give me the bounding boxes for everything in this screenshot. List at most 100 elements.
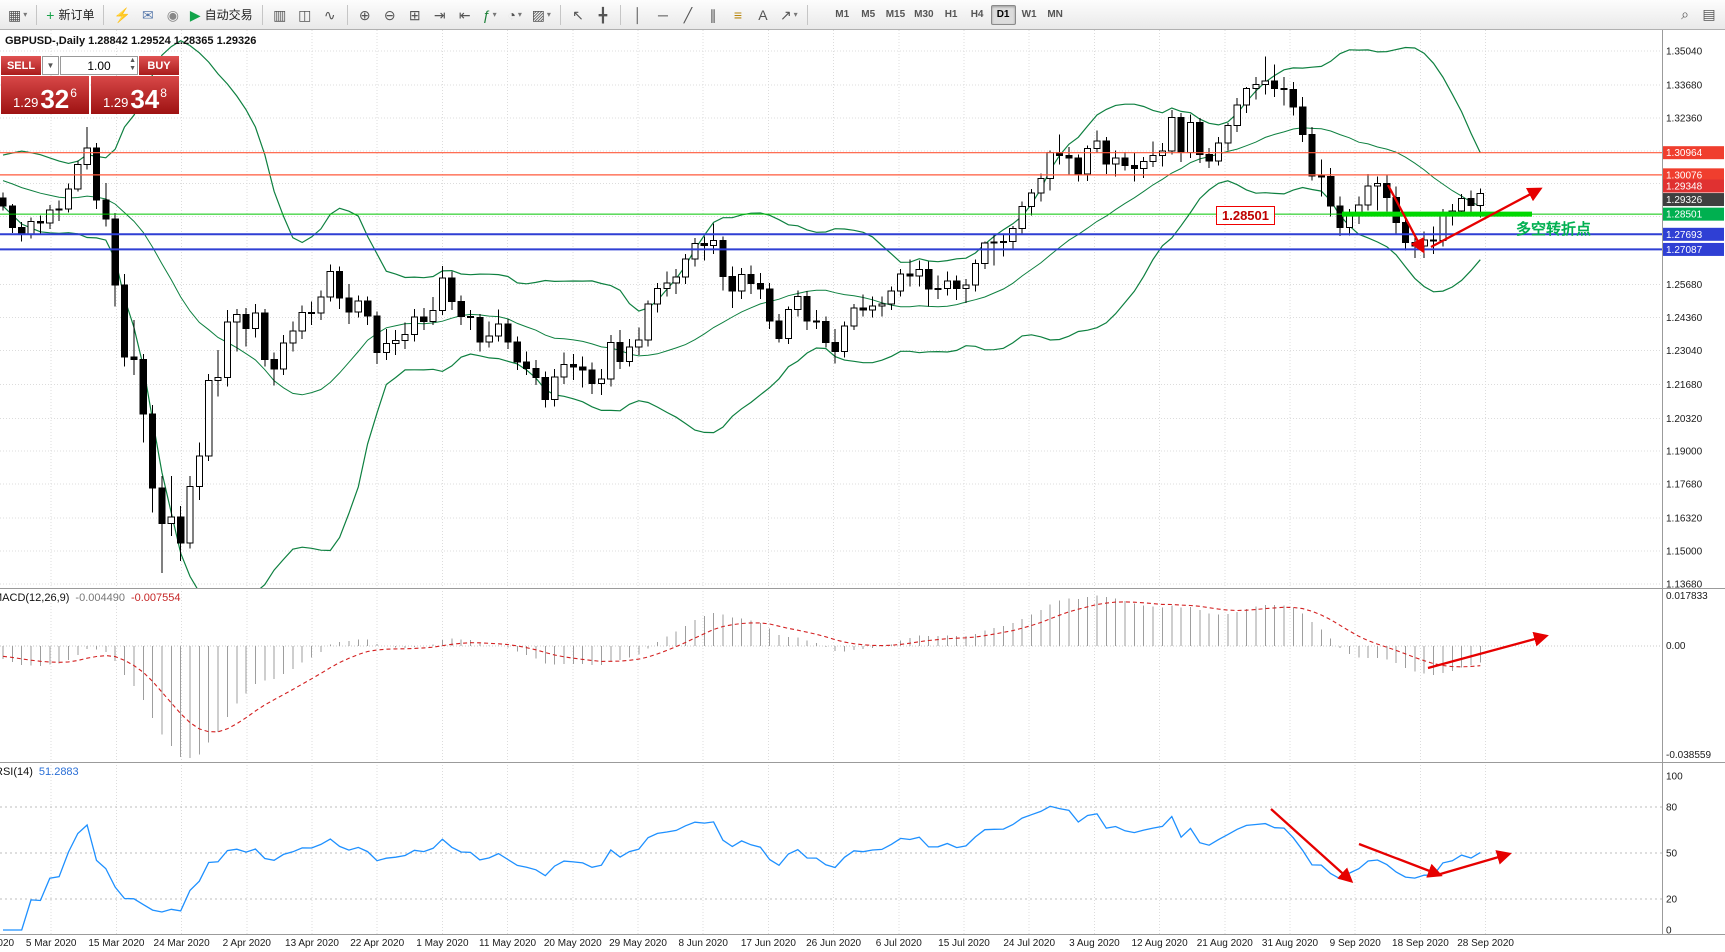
candlestick-chart-icon: ◫	[298, 6, 312, 23]
trendline-icon[interactable]: ╱	[676, 3, 700, 27]
candle	[850, 307, 858, 327]
tf-m5[interactable]: M5	[856, 5, 881, 25]
new-order-button[interactable]: + 新订单	[42, 3, 98, 27]
trend-arrow[interactable]	[1436, 850, 1512, 877]
auto-scroll-icon[interactable]: ⇥	[428, 3, 452, 27]
turning-point-note[interactable]: 多空转折点	[1516, 221, 1592, 238]
search-icon[interactable]: ⌕	[1681, 6, 1689, 22]
ask-price-big: 34	[130, 84, 160, 114]
lot-decrease-button[interactable]: ▼	[129, 65, 136, 72]
candle	[410, 316, 418, 336]
lot-increase-button[interactable]: ▲	[129, 57, 136, 64]
trend-arrow[interactable]	[1358, 842, 1443, 878]
tf-w1-label: W1	[1021, 9, 1037, 20]
candle	[607, 341, 615, 380]
bid-price-big: 32	[40, 84, 70, 114]
tf-m1[interactable]: M1	[830, 5, 855, 25]
tf-mn[interactable]: MN	[1043, 5, 1068, 25]
rsi-panel[interactable]	[0, 805, 1662, 931]
candle	[766, 288, 774, 322]
macd-signal-line	[2, 601, 1481, 733]
tf-w1[interactable]: W1	[1017, 5, 1042, 25]
date-label: 12 Aug 2020	[1132, 938, 1189, 949]
crosshair-icon[interactable]: ╋	[591, 3, 615, 27]
line-chart-icon: ∿	[323, 6, 336, 23]
tf-m15[interactable]: M15	[882, 5, 909, 25]
text-tool-icon[interactable]: A	[751, 3, 775, 27]
candle	[1327, 175, 1335, 207]
caret-down-icon: ▾	[517, 10, 522, 19]
tile-windows-icon[interactable]: ⊞	[403, 3, 427, 27]
cursor-icon[interactable]: ↖	[566, 3, 590, 27]
candle	[915, 269, 923, 277]
sounds-icon[interactable]: ⚡	[109, 3, 134, 27]
candle	[1177, 116, 1185, 154]
candle	[1392, 197, 1400, 223]
vertical-line-icon[interactable]: │	[626, 3, 650, 27]
candle	[1467, 197, 1475, 207]
zoom-in-icon[interactable]: ⊕	[353, 3, 377, 27]
bid-price-prefix: 1.29	[13, 95, 39, 110]
trend-arrow[interactable]	[1427, 631, 1549, 670]
price-tag: 1.30964	[1663, 146, 1724, 160]
lot-size-input[interactable]	[61, 58, 137, 73]
candle	[373, 315, 381, 354]
tf-h1[interactable]: H1	[939, 5, 964, 25]
candle	[307, 312, 316, 315]
buy-price-button[interactable]: 1.29 34 8	[91, 76, 179, 114]
bar-chart-icon[interactable]: ▥	[268, 3, 292, 27]
toolbox-icon[interactable]: ▤	[1702, 6, 1716, 22]
tf-m5-label: M5	[861, 9, 876, 20]
candle	[906, 273, 914, 277]
date-label: 15 Mar 2020	[88, 938, 145, 949]
trend-arrow[interactable]	[1430, 187, 1543, 249]
auto-scroll-icon: ⇥	[433, 6, 446, 23]
sell-button[interactable]: SELL	[1, 56, 41, 75]
candlestick-chart-icon[interactable]: ◫	[293, 3, 317, 27]
chart-shift-icon[interactable]: ⇤	[453, 3, 477, 27]
candle	[139, 358, 147, 415]
trend-arrow[interactable]	[1270, 808, 1354, 884]
price-level-label[interactable]: 1.28501	[1216, 206, 1275, 225]
candle	[1074, 157, 1082, 175]
main-price-panel[interactable]	[0, 40, 1662, 602]
periods-icon: ◔	[507, 6, 516, 23]
horizontal-line-icon[interactable]: ─	[651, 3, 675, 27]
order-type-dropdown[interactable]: ▼	[42, 56, 59, 75]
candle	[1112, 157, 1120, 165]
macd-panel[interactable]	[0, 595, 1662, 758]
autotrading-button[interactable]: ▶ 自动交易	[186, 3, 257, 27]
rsi-value: 51.2883	[39, 766, 79, 778]
mailbox-icon[interactable]: ✉	[136, 3, 160, 27]
candle	[747, 273, 755, 284]
buy-button[interactable]: BUY	[139, 56, 179, 75]
candle	[74, 163, 82, 190]
channel-icon[interactable]: ∥	[701, 3, 725, 27]
sell-price-button[interactable]: 1.29 32 6	[1, 76, 89, 114]
indicators-icon[interactable]: ƒ ▾	[478, 3, 502, 27]
trend-arrow[interactable]	[1386, 184, 1425, 254]
templates-icon[interactable]: ▨ ▾	[528, 3, 555, 27]
new-chart-button[interactable]: ▦ ▾	[4, 3, 31, 27]
community-icon[interactable]: ◉	[161, 3, 185, 27]
periods-icon[interactable]: ◔ ▾	[503, 3, 527, 27]
candle	[345, 297, 353, 313]
line-chart-icon[interactable]: ∿	[318, 3, 342, 27]
chevron-down-icon: ▼	[46, 61, 55, 70]
arrows-tool-icon[interactable]: ↗ ▾	[776, 3, 802, 27]
candle	[279, 342, 288, 370]
rsi-axis-label: 0	[1666, 926, 1672, 937]
zoom-out-icon[interactable]: ⊖	[378, 3, 402, 27]
tf-m30[interactable]: M30	[910, 5, 937, 25]
tf-h4[interactable]: H4	[965, 5, 990, 25]
tf-d1[interactable]: D1	[990, 4, 1016, 25]
price-tick-label: 1.33680	[1666, 80, 1703, 91]
fibonacci-icon[interactable]: ≡	[726, 3, 750, 27]
indicators-icon: ƒ	[482, 6, 491, 23]
lot-size-field[interactable]: ▲ ▼	[60, 56, 138, 75]
candle	[1336, 205, 1344, 229]
candle	[1242, 88, 1251, 106]
new-chart-icon: ▦	[8, 6, 22, 23]
date-label: 20 May 2020	[544, 938, 602, 949]
